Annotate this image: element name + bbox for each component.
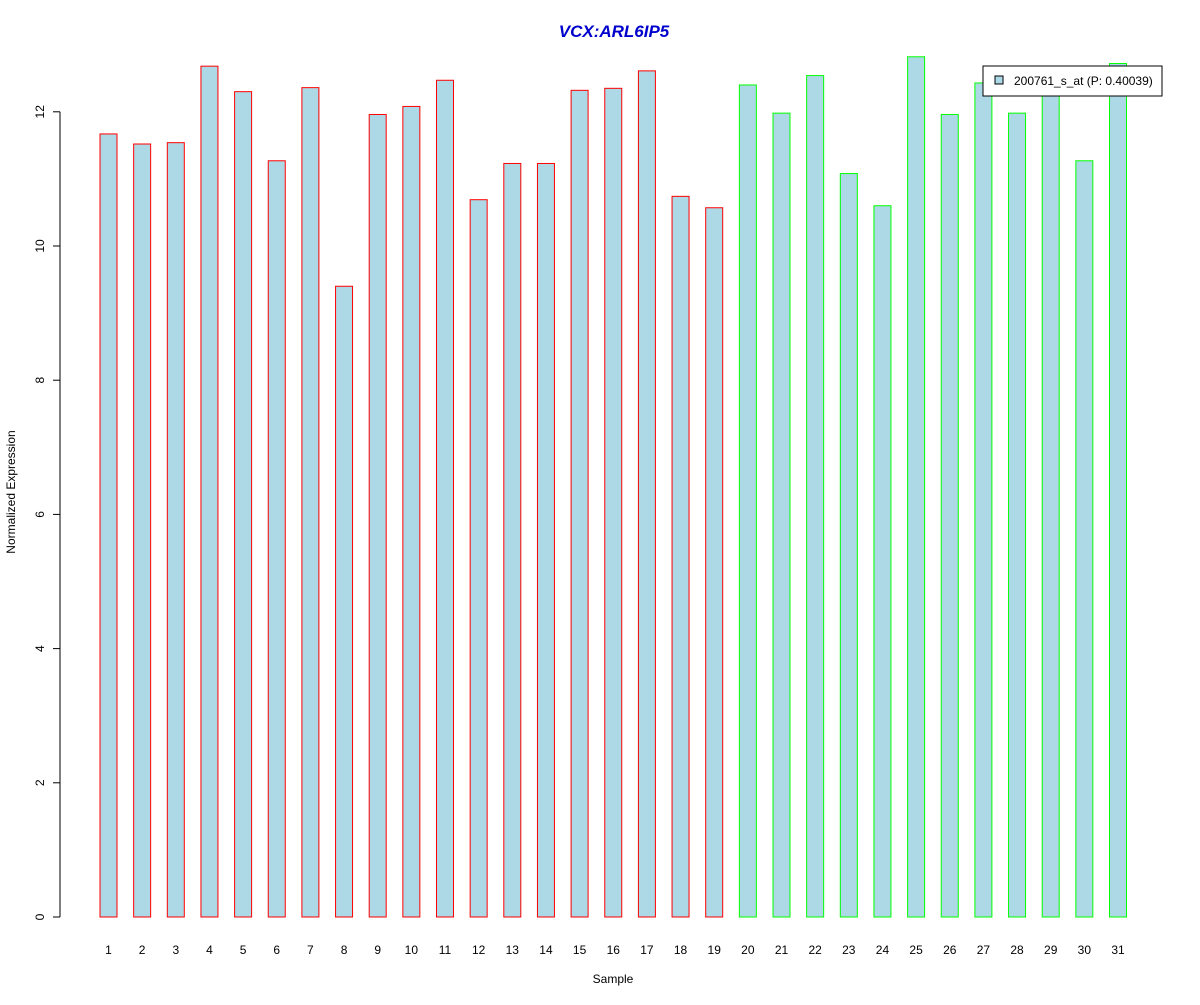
bar-sample-5 — [234, 91, 253, 918]
bar-sample-14 — [536, 162, 555, 918]
x-tick-label: 17 — [640, 943, 654, 957]
bar-sample-23 — [839, 173, 858, 918]
x-tick-label: 30 — [1078, 943, 1092, 957]
legend-label: 200761_s_at (P: 0.40039) — [1014, 74, 1153, 88]
x-tick-label: 22 — [808, 943, 822, 957]
y-tick-label: 4 — [33, 645, 47, 652]
y-tick-label: 10 — [33, 239, 47, 253]
x-tick-label: 29 — [1044, 943, 1058, 957]
bar-sample-10 — [402, 105, 421, 918]
x-tick-labels: 1 2 3 4 5 6 7 8 9 10 11 12 13 14 15 16 17 18 19 20 21 22 23 24 2… — [105, 943, 1125, 957]
bar-sample-7 — [301, 87, 320, 918]
bar-sample-28 — [1008, 112, 1027, 918]
x-tick-label: 8 — [341, 943, 348, 957]
x-tick-label: 6 — [273, 943, 280, 957]
x-tick-label: 10 — [405, 943, 419, 957]
bar-sample-19 — [705, 207, 724, 918]
bar-sample-17 — [637, 70, 656, 918]
bar-sample-22 — [806, 75, 825, 918]
x-tick-label: 28 — [1010, 943, 1024, 957]
x-tick-label: 1 — [105, 943, 112, 957]
x-tick-label: 5 — [240, 943, 247, 957]
bar-group — [99, 56, 1127, 918]
bar-sample-16 — [604, 87, 623, 918]
bar-sample-8 — [335, 285, 354, 918]
x-tick-label: 21 — [775, 943, 789, 957]
x-tick-label: 15 — [573, 943, 587, 957]
bar-sample-9 — [368, 113, 387, 918]
bar-sample-25 — [907, 56, 926, 918]
x-tick-label: 23 — [842, 943, 856, 957]
x-tick-label: 3 — [172, 943, 179, 957]
bar-sample-20 — [738, 84, 757, 918]
y-axis: 0 2 4 6 8 10 12 — [33, 105, 61, 920]
y-axis-label: Normalized Expression — [4, 430, 18, 553]
x-tick-label: 4 — [206, 943, 213, 957]
bar-sample-30 — [1075, 160, 1094, 918]
x-tick-label: 31 — [1111, 943, 1125, 957]
x-tick-label: 24 — [876, 943, 890, 957]
bar-sample-24 — [873, 205, 892, 918]
bar-sample-4 — [200, 65, 219, 918]
y-tick-label: 8 — [33, 377, 47, 384]
x-tick-label: 2 — [139, 943, 146, 957]
legend-swatch — [994, 75, 1004, 85]
bar-sample-3 — [166, 142, 185, 918]
legend: 200761_s_at (P: 0.40039) — [982, 65, 1163, 97]
y-tick-label: 2 — [33, 779, 47, 786]
x-tick-label: 11 — [439, 943, 452, 957]
x-tick-label: 18 — [674, 943, 688, 957]
x-tick-label: 26 — [943, 943, 957, 957]
x-tick-label: 14 — [539, 943, 553, 957]
y-tick-label: 12 — [33, 105, 47, 119]
bar-sample-6 — [267, 160, 286, 918]
legend-box — [982, 65, 1163, 97]
x-tick-label: 7 — [307, 943, 314, 957]
bar-sample-26 — [940, 113, 959, 918]
x-tick-label: 13 — [506, 943, 520, 957]
x-axis-label: Sample — [593, 972, 634, 986]
x-tick-label: 27 — [977, 943, 991, 957]
bar-sample-13 — [503, 162, 522, 918]
bar-sample-15 — [570, 89, 589, 918]
bar-sample-11 — [436, 79, 454, 918]
x-tick-label: 25 — [909, 943, 923, 957]
bar-sample-2 — [133, 143, 152, 918]
bar-sample-31 — [1109, 62, 1127, 918]
bar-sample-18 — [671, 195, 690, 918]
bar-sample-21 — [772, 112, 791, 918]
chart-title: VCX:ARL6IP5 — [559, 22, 670, 41]
x-tick-label: 20 — [741, 943, 755, 957]
bar-sample-1 — [99, 133, 118, 918]
x-tick-label: 16 — [607, 943, 621, 957]
x-tick-label: 12 — [472, 943, 486, 957]
bar-sample-29 — [1041, 91, 1060, 918]
x-tick-label: 19 — [708, 943, 722, 957]
bar-sample-27 — [974, 82, 993, 918]
bar-sample-12 — [469, 199, 488, 918]
x-tick-label: 9 — [374, 943, 381, 957]
y-tick-label: 0 — [33, 913, 47, 920]
y-tick-label: 6 — [33, 511, 47, 518]
